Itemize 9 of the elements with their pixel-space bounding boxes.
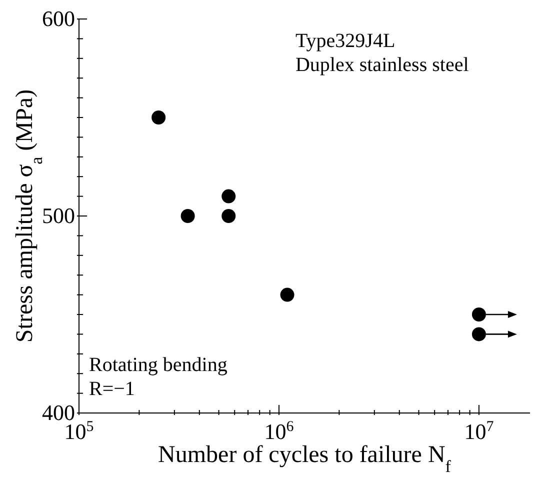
x-tick-label: 10$^{7}$ [464, 419, 494, 444]
x-tick-label: 10$^{6}$ [264, 419, 294, 444]
x-axis-title: Number of cycles to failure N$_{f}$ [158, 442, 452, 476]
annotation: Rotating bending [89, 354, 228, 376]
annotation: R=−1 [89, 378, 135, 400]
y-tick-label: 500 [42, 203, 75, 228]
annotation: Duplex stainless steel [295, 54, 470, 76]
y-tick-label: 600 [42, 6, 75, 31]
annotation: Type329J4L [295, 30, 396, 52]
